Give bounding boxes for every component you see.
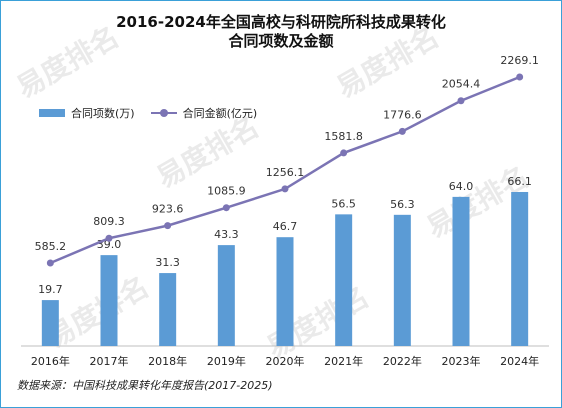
line-point [222, 204, 230, 212]
chart-title-line2: 合同项数及金额 [228, 32, 334, 50]
line-point [516, 73, 524, 81]
line-data-label: 585.2 [35, 240, 67, 253]
line-point [457, 97, 465, 105]
bar [100, 255, 118, 346]
line-point [340, 149, 348, 157]
legend: 合同项数(万) 合同金额(亿元) [39, 105, 257, 121]
bar [452, 196, 470, 346]
x-tick-label: 2021年 [324, 354, 363, 368]
line-point [105, 234, 113, 242]
line-data-label: 809.3 [93, 215, 125, 228]
bar-data-label: 56.3 [390, 198, 415, 211]
legend-bar-swatch [39, 109, 65, 117]
bar-data-label: 31.3 [155, 256, 180, 269]
bar-data-label: 66.1 [507, 175, 532, 188]
x-tick-label: 2016年 [31, 354, 70, 368]
source-note: 数据来源：中国科技成果转化年度报告(2017-2025) [17, 379, 273, 392]
bar [335, 214, 353, 346]
bar [511, 191, 529, 346]
x-tick-label: 2023年 [442, 354, 481, 368]
line-data-label: 2054.4 [442, 78, 481, 91]
bar-data-label: 46.7 [273, 220, 298, 233]
line-point [164, 222, 172, 230]
legend-bar-label: 合同项数(万) [71, 107, 135, 120]
bar [276, 237, 294, 346]
line-data-label: 923.6 [152, 203, 184, 216]
bar [393, 214, 411, 346]
chart-title-line1: 2016-2024年全国高校与科研院所科技成果转化 [116, 13, 446, 31]
bar [41, 300, 59, 346]
line-data-label: 1085.9 [207, 185, 246, 198]
bar-data-label: 19.7 [38, 283, 63, 296]
bar-data-label: 43.3 [214, 228, 239, 241]
x-tick-label: 2024年 [500, 354, 539, 368]
x-tick-label: 2018年 [148, 354, 187, 368]
x-tick-label: 2019年 [207, 354, 246, 368]
x-tick-label: 2022年 [383, 354, 422, 368]
bar [217, 245, 235, 346]
line-point [281, 185, 289, 193]
x-tick-label: 2017年 [90, 354, 129, 368]
line-point [398, 127, 406, 135]
bar [159, 273, 177, 346]
bar-data-label: 56.5 [331, 197, 356, 210]
line-data-label: 2269.1 [500, 54, 539, 67]
line-point [46, 259, 54, 267]
legend-line-swatch [150, 109, 177, 117]
chart-title: 2016-2024年全国高校与科研院所科技成果转化 合同项数及金额 [1, 13, 561, 51]
line-data-label: 1581.8 [324, 130, 363, 143]
line-data-label: 1776.6 [383, 108, 422, 121]
bar-data-label: 64.0 [449, 180, 474, 193]
x-tick-label: 2020年 [266, 354, 305, 368]
line-data-label: 1256.1 [266, 166, 305, 179]
legend-line-label: 合同金额(亿元) [182, 107, 258, 120]
